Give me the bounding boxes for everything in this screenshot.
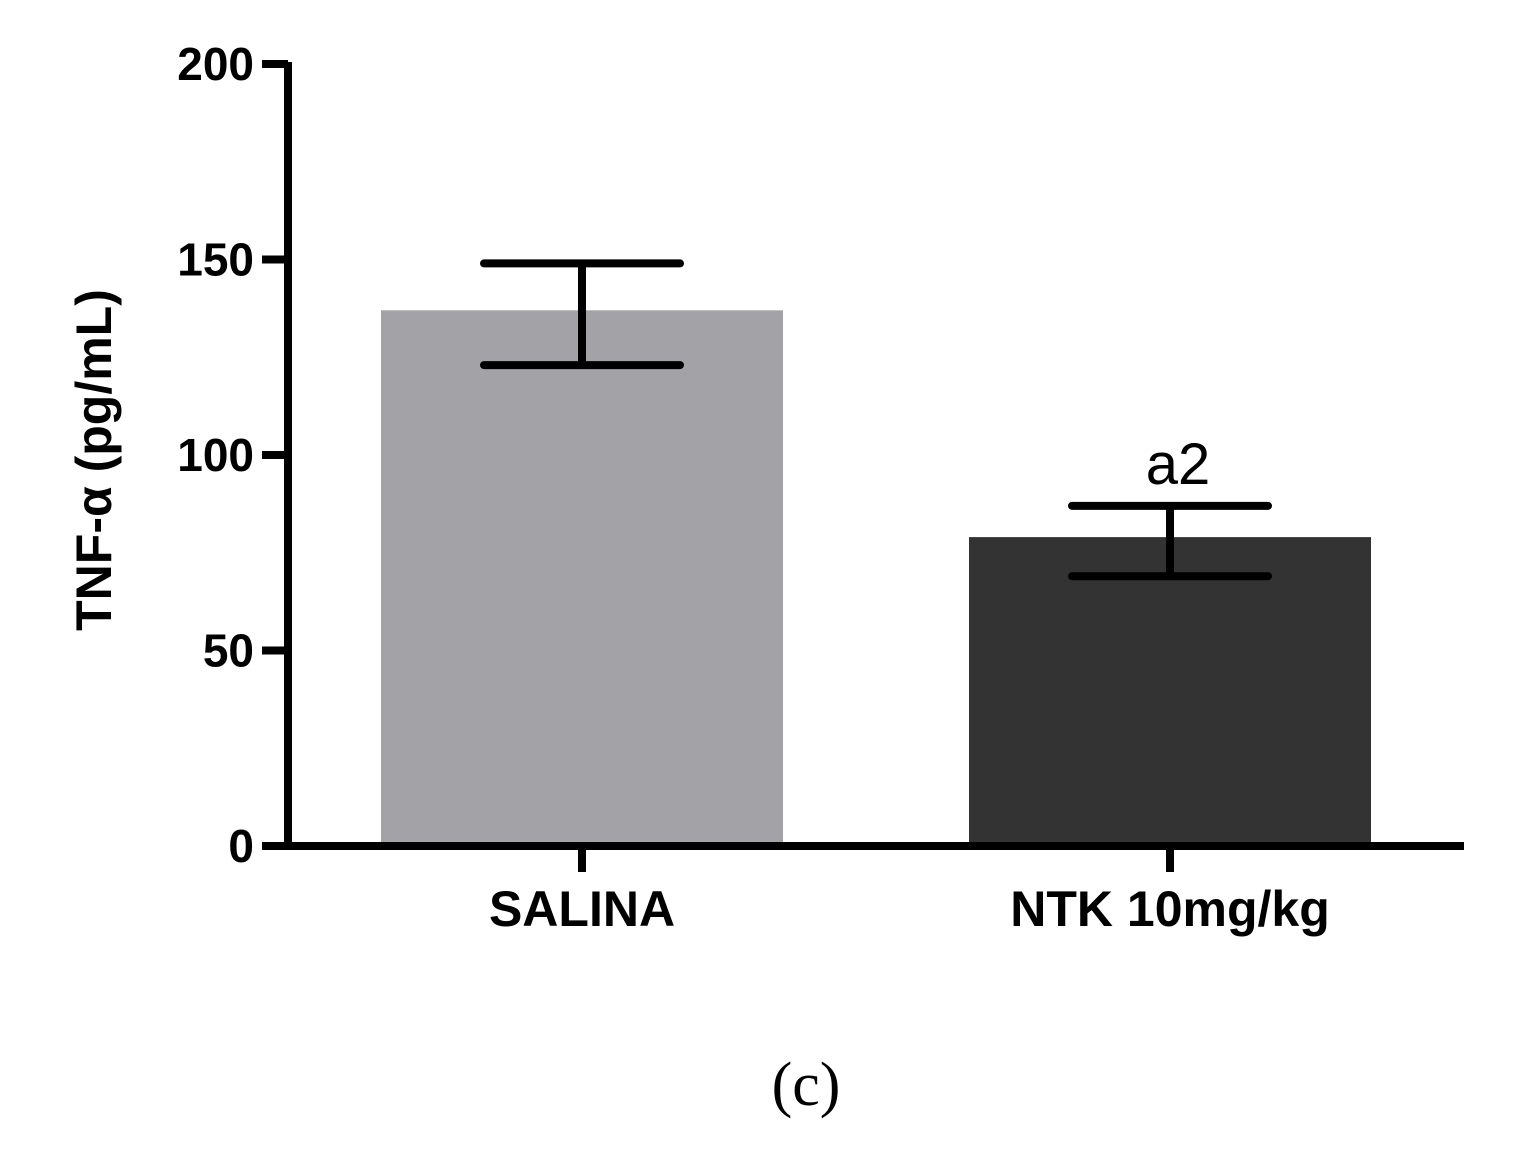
panel-label: (c) (772, 1051, 841, 1119)
bar-annotation-2: a2 (1146, 432, 1211, 497)
y-axis-title: TNF-α (pg/mL) (66, 289, 122, 631)
y-tick-label-150: 150 (177, 234, 254, 286)
x-ticks-layer: SALINA NTK 10mg/kg (489, 846, 1330, 937)
y-tick-label-200: 200 (177, 38, 254, 90)
bar-2 (969, 537, 1371, 846)
y-tick-label-0: 0 (228, 820, 254, 872)
y-ticks-layer: 0 50 100 150 200 (177, 38, 288, 872)
bars-layer (381, 310, 1371, 847)
x-tick-label-1: SALINA (489, 881, 675, 937)
y-tick-label-100: 100 (177, 429, 254, 481)
annotations-layer: a2 (1146, 432, 1211, 497)
bar-1 (381, 310, 783, 847)
error-bars-layer (480, 259, 1272, 581)
x-tick-label-2: NTK 10mg/kg (1010, 881, 1330, 937)
y-tick-label-50: 50 (203, 625, 254, 677)
